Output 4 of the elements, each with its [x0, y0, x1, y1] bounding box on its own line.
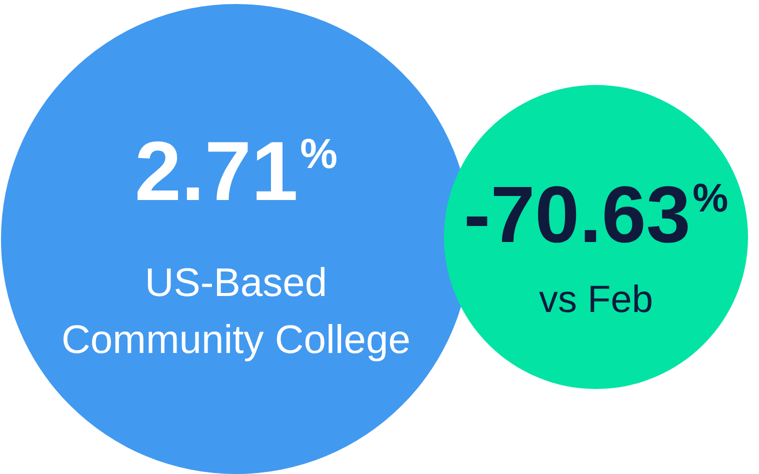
data-label: 2.71% — [134, 124, 338, 218]
category-label: US-Based Community College — [61, 261, 411, 362]
category-label: vs Feb — [538, 279, 654, 321]
data-label: -70.63% — [464, 170, 728, 259]
